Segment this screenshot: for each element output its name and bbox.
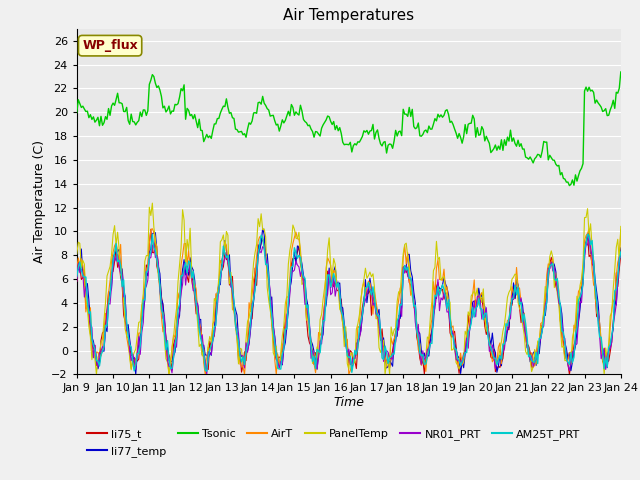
Title: Air Temperatures: Air Temperatures xyxy=(284,9,414,24)
Text: WP_flux: WP_flux xyxy=(82,39,138,52)
Legend: li75_t, li77_temp, Tsonic, AirT, PanelTemp, NR01_PRT, AM25T_PRT: li75_t, li77_temp, Tsonic, AirT, PanelTe… xyxy=(83,425,585,461)
Y-axis label: Air Temperature (C): Air Temperature (C) xyxy=(33,140,45,263)
X-axis label: Time: Time xyxy=(333,396,364,409)
